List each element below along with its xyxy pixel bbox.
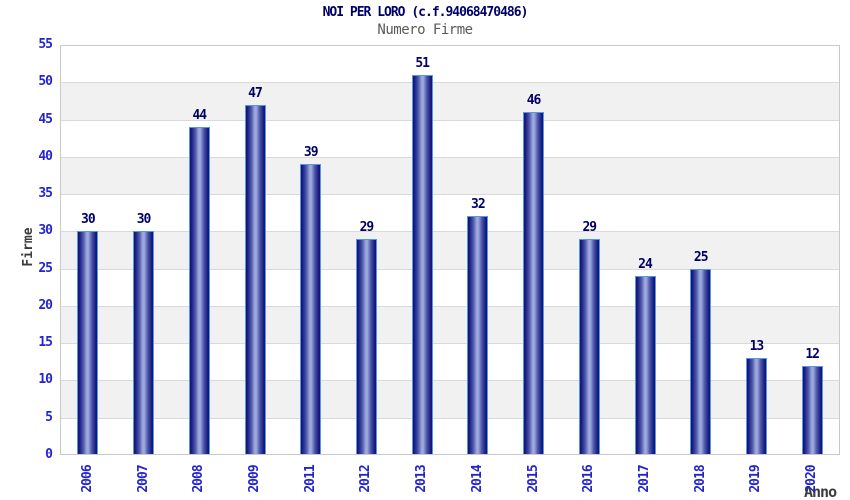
grid-band [60, 231, 840, 269]
bar-value-label: 30 [136, 212, 152, 228]
y-tick-label: 40 [38, 148, 53, 164]
bar [523, 112, 545, 455]
bar-value-label: 25 [693, 249, 709, 265]
x-tick-label: 2008 [191, 465, 207, 493]
gridline [60, 268, 840, 270]
plot-area: 30 30 44 47 39 29 51 32 46 29 24 25 13 12 [60, 45, 840, 455]
gridline [60, 343, 840, 345]
bar [634, 276, 656, 455]
gridline [60, 380, 840, 382]
bar [188, 127, 210, 455]
x-tick-label: 2015 [525, 465, 541, 493]
bar-value-label: 44 [192, 108, 207, 123]
x-axis-label: Anno [804, 483, 837, 500]
bar [411, 74, 433, 455]
x-tick-label: 2017 [637, 465, 652, 493]
bar [801, 365, 823, 455]
y-tick-label: 30 [38, 223, 53, 239]
bar-value-label: 29 [359, 219, 375, 235]
x-tick-label: 2011 [302, 465, 318, 493]
x-tick-label: 2007 [135, 465, 151, 493]
x-tick-label: 2019 [748, 465, 764, 493]
y-tick-label: 25 [38, 260, 53, 276]
bar [133, 231, 155, 455]
x-tick-label: 2009 [247, 465, 262, 493]
bar-value-label: 39 [303, 145, 319, 161]
x-tick-label: 2018 [692, 465, 708, 493]
y-tick-label: 10 [38, 372, 53, 388]
bar [467, 216, 489, 455]
bar [690, 268, 712, 455]
y-tick-label: 35 [38, 186, 53, 202]
bar [745, 358, 767, 455]
grid-band [60, 82, 840, 120]
gridline [60, 231, 840, 233]
bar-value-label: 51 [415, 55, 430, 71]
bar-value-label: 13 [749, 339, 765, 355]
grid-band [60, 305, 840, 344]
x-tick-label: 2013 [414, 465, 430, 493]
bar [578, 238, 600, 455]
gridline [60, 156, 840, 158]
grid-band [60, 380, 840, 418]
bar [77, 231, 99, 455]
bar-value-label: 24 [638, 257, 653, 273]
y-tick-label: 20 [38, 297, 53, 313]
chart-subtitle: Numero Firme [377, 22, 473, 38]
chart-title: NOI PER LORO (c.f.94068470486) [322, 5, 529, 20]
x-tick-label: 2016 [581, 465, 597, 493]
grid-band [60, 156, 840, 195]
gridline [60, 82, 840, 84]
gridline [60, 417, 840, 419]
bar [244, 104, 266, 455]
bar [355, 238, 377, 455]
gridline [60, 305, 840, 307]
bar-value-label: 30 [81, 212, 96, 228]
x-tick-label: 2014 [469, 465, 485, 493]
y-tick-label: 0 [45, 447, 53, 462]
bar-value-label: 47 [248, 85, 263, 101]
bar-value-label: 29 [582, 219, 597, 235]
gridline [60, 194, 840, 196]
y-tick-label: 45 [38, 111, 53, 127]
bar [300, 164, 322, 455]
x-tick-label: 2020 [804, 465, 820, 493]
gridline [60, 119, 840, 121]
y-tick-label: 15 [38, 335, 53, 351]
bar-value-label: 12 [805, 346, 820, 362]
bar-value-label: 46 [526, 93, 542, 109]
x-tick-label: 2012 [358, 465, 374, 493]
y-tick-label: 5 [45, 409, 53, 425]
y-tick-label: 50 [38, 74, 53, 90]
bar-value-label: 32 [471, 197, 486, 213]
x-tick-label: 2006 [79, 465, 95, 493]
y-tick-label: 55 [38, 37, 53, 52]
